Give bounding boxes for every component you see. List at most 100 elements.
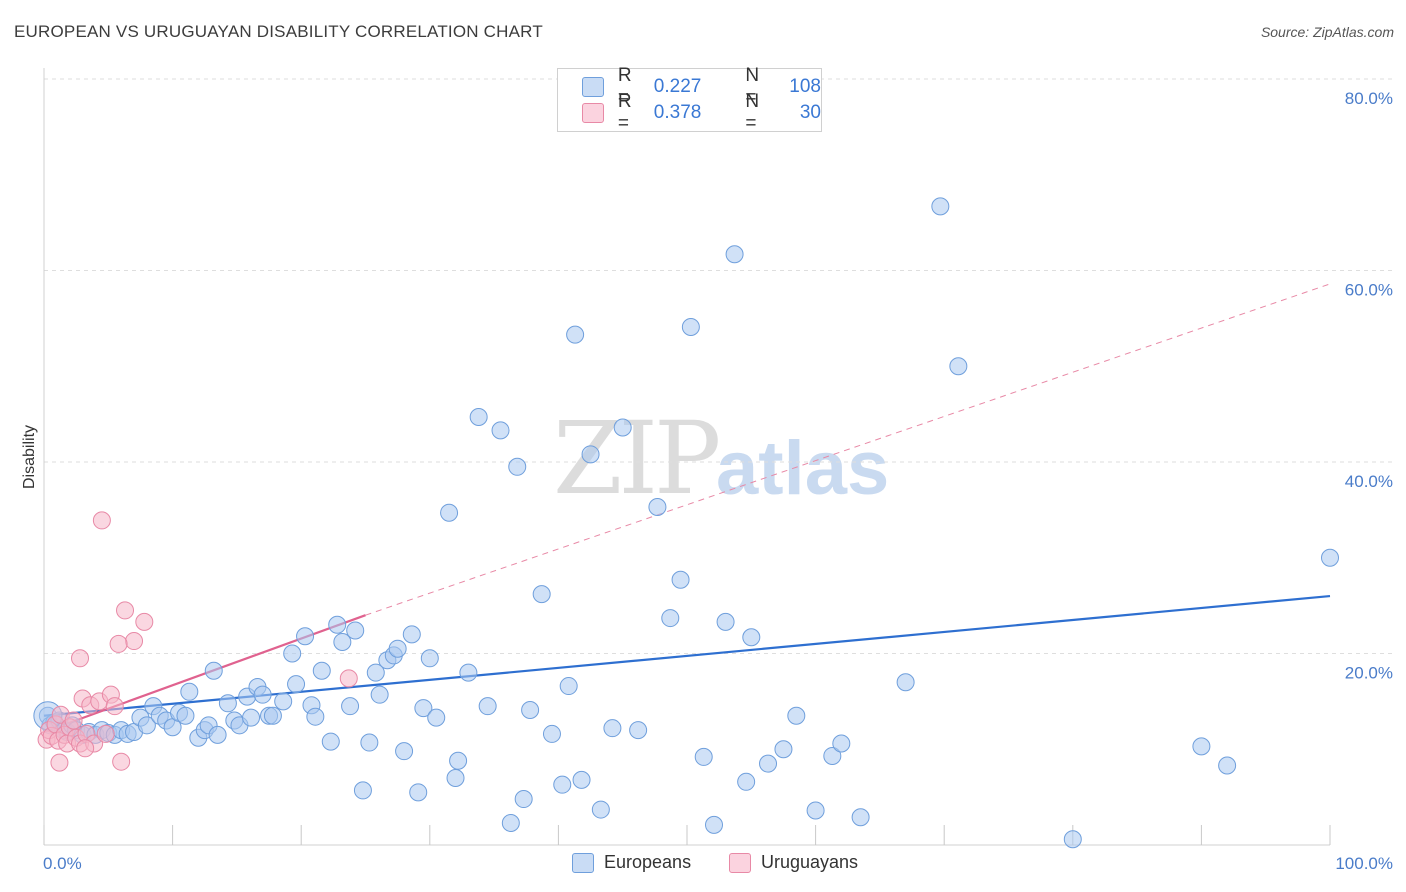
x-tick-label: 100.0%: [1335, 854, 1393, 873]
point-uruguayans: [339, 669, 358, 688]
y-tick-label: 40.0%: [1345, 472, 1393, 491]
point-europeans: [742, 628, 761, 647]
point-europeans: [306, 707, 325, 726]
point-europeans: [353, 781, 372, 800]
point-uruguayans: [64, 711, 83, 730]
legend-swatch-europeans: [582, 77, 604, 97]
point-uruguayans: [135, 612, 154, 631]
point-europeans: [176, 706, 195, 725]
point-europeans: [328, 615, 347, 634]
point-europeans: [208, 725, 227, 744]
point-europeans: [263, 706, 282, 725]
point-europeans: [137, 716, 156, 735]
point-europeans: [274, 692, 293, 711]
point-europeans: [648, 498, 667, 517]
legend-r-value: 0.227: [653, 76, 702, 97]
legend-n-label: N =: [745, 65, 760, 108]
legend-r-label: R =: [617, 91, 632, 134]
legend-swatch-uruguayans: [582, 103, 604, 123]
point-europeans: [581, 445, 600, 464]
point-uruguayans: [92, 511, 111, 530]
point-europeans: [514, 790, 533, 809]
legend-item-europeans[interactable]: Europeans: [572, 852, 691, 873]
point-europeans: [501, 813, 520, 832]
point-europeans: [253, 685, 272, 704]
legend-item-uruguayans[interactable]: Uruguayans: [729, 852, 858, 873]
point-europeans: [759, 754, 778, 773]
point-europeans: [402, 625, 421, 644]
point-europeans: [613, 418, 632, 437]
point-europeans: [661, 609, 680, 628]
point-uruguayans: [71, 649, 90, 668]
y-tick-label: 80.0%: [1345, 89, 1393, 108]
legend-label-uruguayans: Uruguayans: [761, 852, 859, 872]
points-europeans: [33, 197, 1339, 849]
point-europeans: [321, 732, 340, 751]
legend-n-label: N =: [745, 91, 760, 134]
point-europeans: [242, 708, 261, 727]
point-europeans: [1063, 830, 1082, 849]
point-europeans: [1218, 756, 1237, 775]
point-europeans: [459, 663, 478, 682]
x-tick-label: 0.0%: [43, 854, 82, 873]
legend-row-uruguayans: R = 0.378 N = 30: [582, 91, 821, 134]
point-europeans: [427, 708, 446, 727]
point-europeans: [931, 197, 950, 216]
point-europeans: [449, 751, 468, 770]
point-uruguayans: [116, 601, 135, 620]
legend-row-europeans: R = 0.227 N = 108: [582, 65, 821, 108]
point-uruguayans: [50, 753, 69, 772]
point-europeans: [806, 801, 825, 820]
point-europeans: [395, 742, 414, 761]
point-europeans: [542, 724, 561, 743]
point-europeans: [287, 675, 306, 694]
point-europeans: [532, 585, 551, 604]
point-europeans: [283, 644, 302, 663]
point-europeans: [774, 740, 793, 759]
point-europeans: [414, 699, 433, 718]
point-europeans: [446, 768, 465, 787]
point-europeans: [572, 770, 591, 789]
legend-r-value: 0.378: [653, 102, 702, 123]
point-europeans: [409, 783, 428, 802]
point-europeans: [603, 719, 622, 738]
point-uruguayans: [76, 739, 95, 758]
legend-swatch-uruguayans: [729, 852, 751, 873]
watermark-atlas: atlas: [716, 426, 890, 511]
point-europeans: [851, 808, 870, 827]
point-europeans: [521, 700, 540, 719]
points-uruguayans: [37, 511, 358, 772]
series-legend: Europeans Uruguayans: [0, 852, 1406, 876]
point-europeans: [694, 747, 713, 766]
point-europeans: [671, 570, 690, 589]
point-europeans: [949, 357, 968, 376]
point-europeans: [218, 694, 237, 713]
legend-swatch-europeans: [572, 852, 594, 873]
point-uruguayans: [96, 724, 115, 743]
point-europeans: [1321, 548, 1339, 567]
source-credit: Source: ZipAtlas.com: [1260, 24, 1394, 40]
point-europeans: [566, 325, 585, 344]
point-europeans: [333, 633, 352, 652]
grid-lines: [44, 78, 1394, 654]
trend-line-uruguayans-extended: [365, 283, 1331, 616]
stats-legend: R = 0.227 N = 108 R = 0.378 N = 30: [557, 65, 822, 134]
point-europeans: [737, 772, 756, 791]
point-europeans: [1192, 737, 1211, 756]
watermark-zip: ZIP: [553, 400, 721, 517]
point-europeans: [346, 621, 365, 640]
legend-label-europeans: Europeans: [604, 852, 692, 872]
point-europeans: [705, 815, 724, 834]
point-europeans: [296, 627, 315, 646]
point-europeans: [896, 673, 915, 692]
point-europeans: [629, 721, 648, 740]
legend-n-value: 30: [799, 102, 821, 123]
point-europeans: [204, 661, 223, 680]
y-tick-label: 20.0%: [1345, 664, 1393, 683]
point-europeans: [491, 421, 510, 440]
point-europeans: [591, 800, 610, 819]
point-europeans: [716, 612, 735, 631]
chart-title: EUROPEAN VS URUGUAYAN DISABILITY CORRELA…: [14, 22, 543, 41]
point-europeans: [478, 697, 497, 716]
